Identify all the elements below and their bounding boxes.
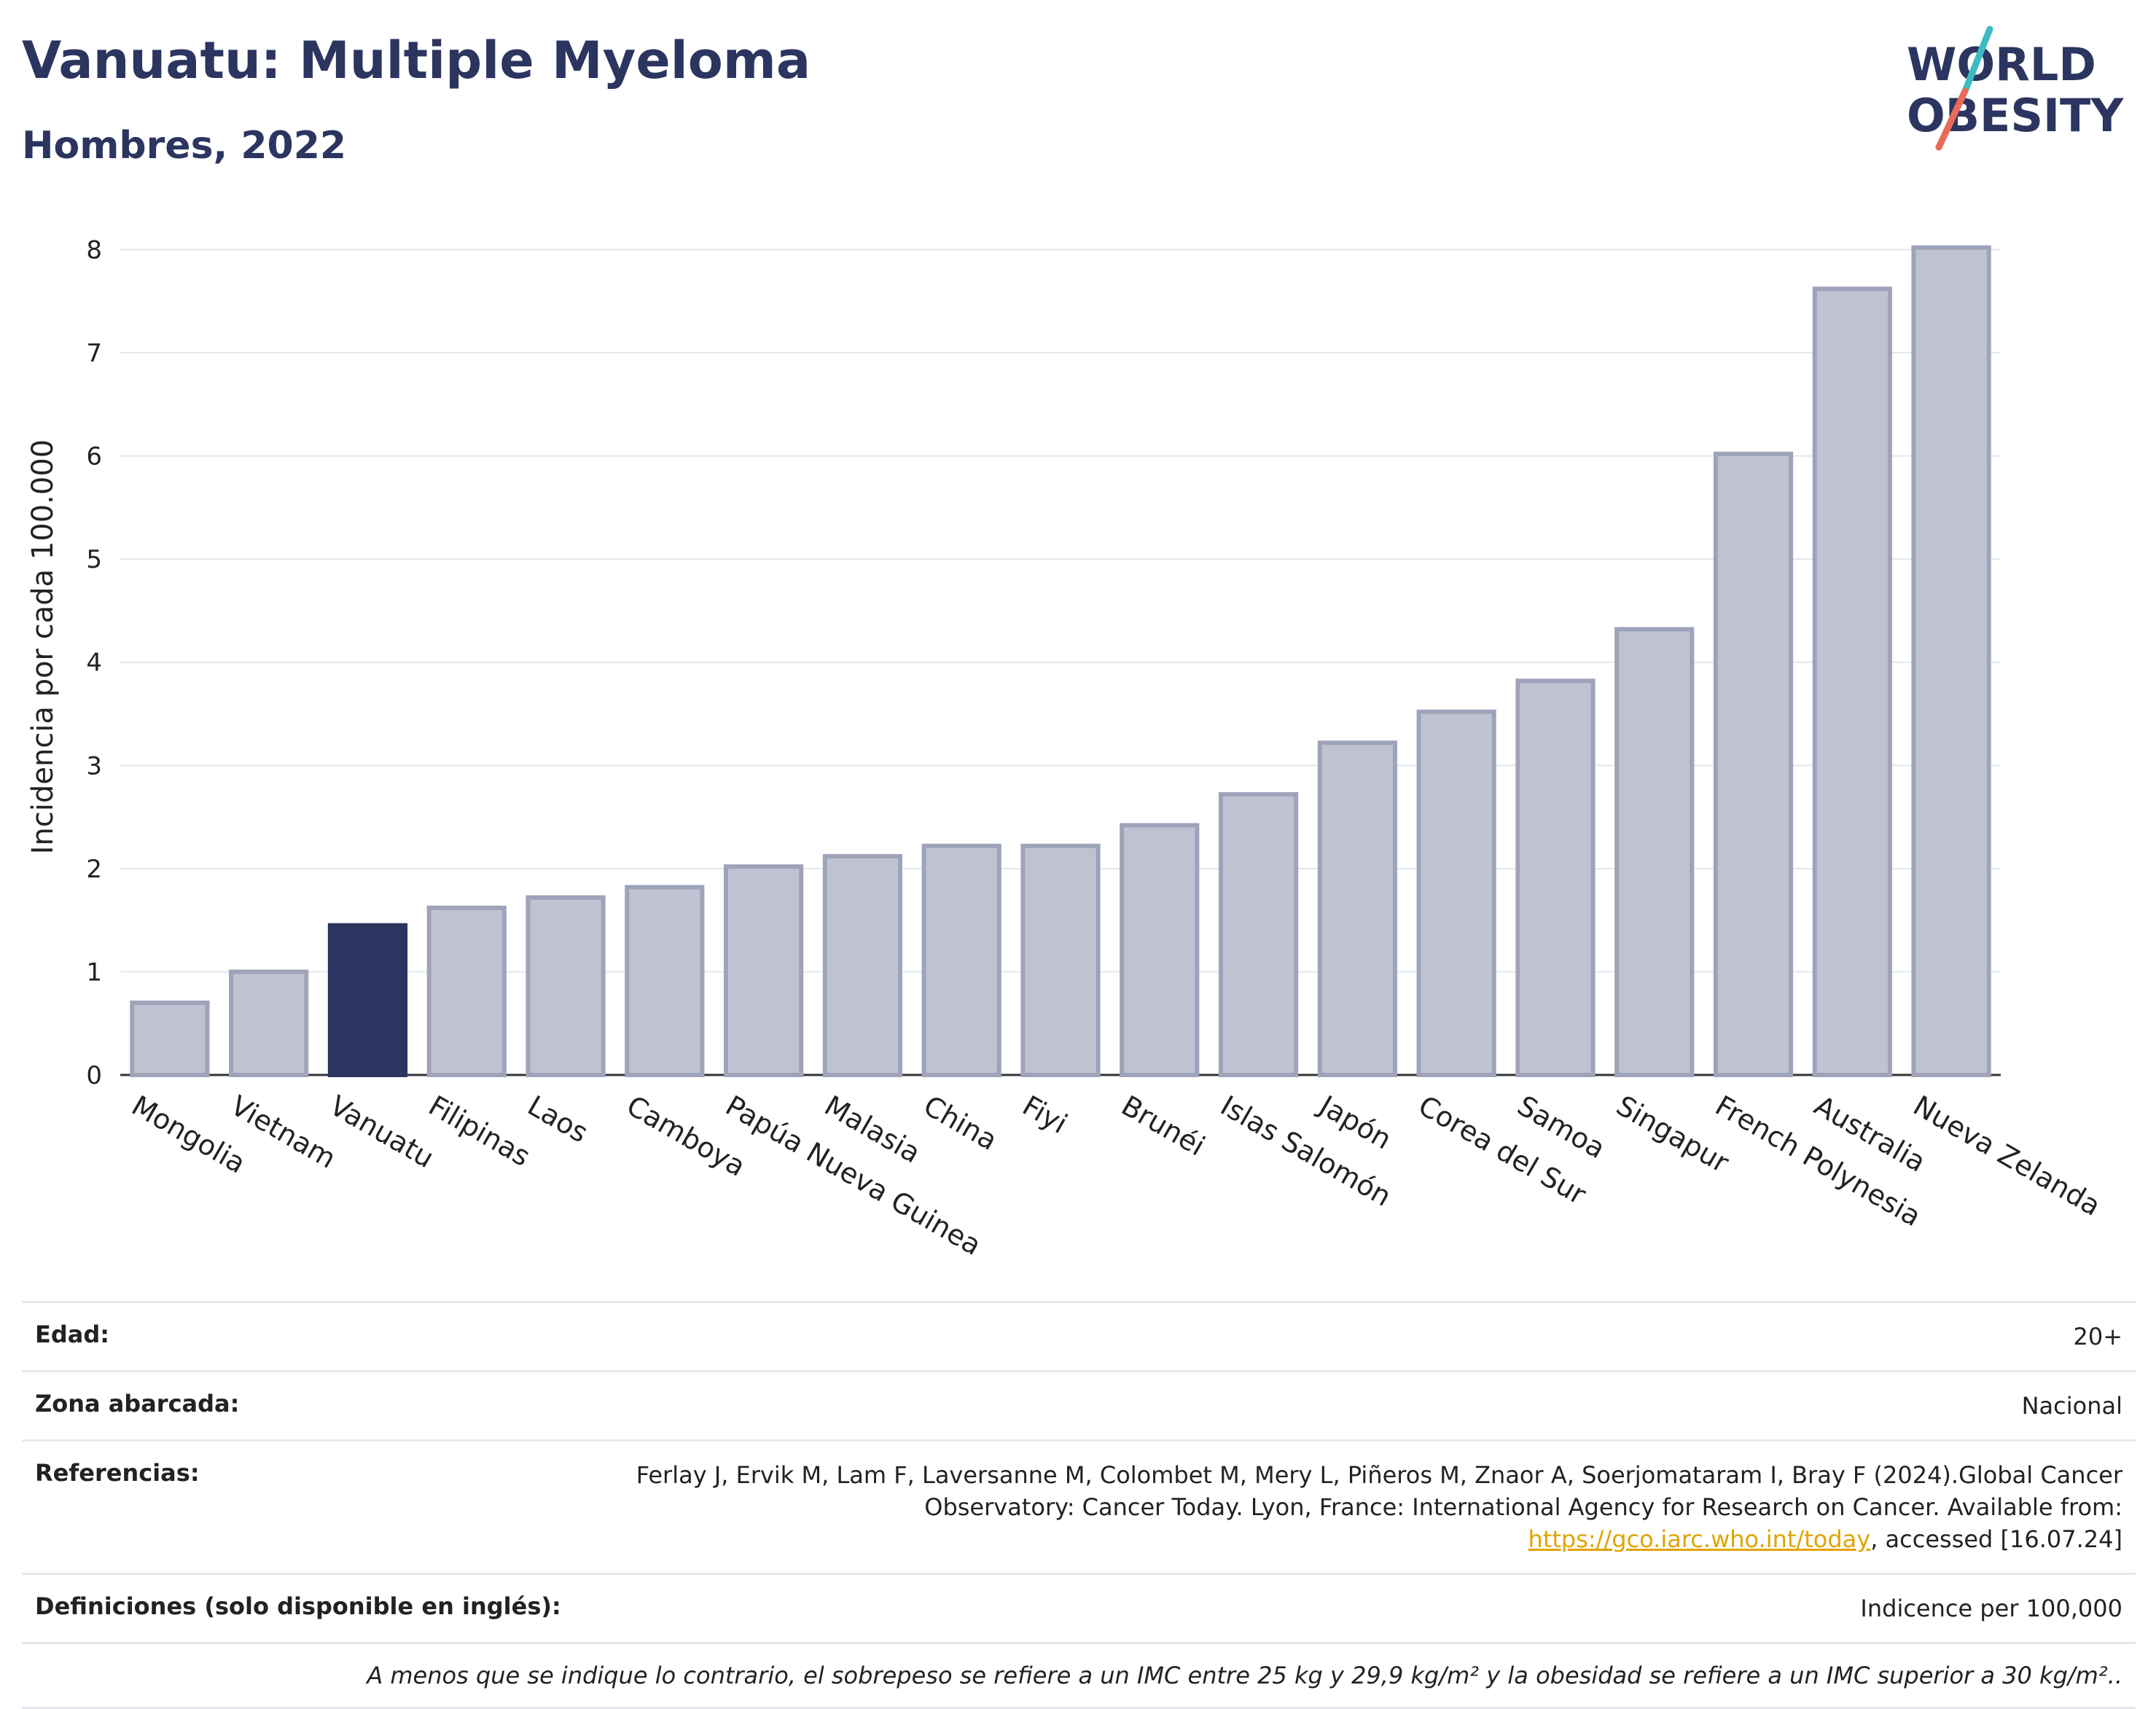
bar-vietnam xyxy=(229,969,309,1077)
meta-age-value: 20+ xyxy=(2073,1323,2122,1350)
x-tick-label: Laos xyxy=(523,1090,594,1149)
bar-corea-del-sur xyxy=(1416,709,1496,1078)
page-subtitle: Hombres, 2022 xyxy=(22,124,347,168)
bar-australia xyxy=(1812,286,1892,1078)
bar-filipinas xyxy=(426,905,507,1077)
references-accessed: , accessed [16.07.24] xyxy=(1870,1525,2122,1553)
references-text: Ferlay J, Ervik M, Lam F, Laversanne M, … xyxy=(636,1461,2122,1521)
references-link[interactable]: https://gco.iarc.who.int/today xyxy=(1528,1525,1871,1553)
x-tick-label: Brunéi xyxy=(1116,1090,1210,1162)
y-tick-label: 7 xyxy=(86,339,102,368)
bar-nueva-zelanda xyxy=(1911,245,1991,1077)
x-tick-label: Islas Salomón xyxy=(1215,1090,1397,1213)
bar-laos xyxy=(526,895,606,1077)
logo-line1: WORLD xyxy=(1907,38,2096,91)
bar-china xyxy=(921,843,1001,1077)
bar-mongolia xyxy=(130,1000,210,1077)
meta-row-references: Referencias: Ferlay J, Ervik M, Lam F, L… xyxy=(22,1439,2136,1573)
logo-slash-red xyxy=(1935,87,1969,151)
bar-camboya xyxy=(625,885,705,1077)
meta-definitions-value: Indicence per 100,000 xyxy=(1860,1595,2122,1622)
bar-malasia xyxy=(822,853,903,1077)
world-obesity-logo: WORLD OBESITY xyxy=(1907,26,2124,151)
y-tick-label: 8 xyxy=(86,235,102,265)
bar-islas-salomón xyxy=(1218,791,1299,1078)
page-title: Vanuatu: Multiple Myeloma xyxy=(22,31,811,90)
x-tick-label: China xyxy=(918,1090,1003,1157)
y-tick-label: 5 xyxy=(86,545,102,574)
meta-row-definitions: Definiciones (solo disponible en inglés)… xyxy=(22,1573,2136,1642)
x-tick-label: Corea del Sur xyxy=(1413,1090,1592,1211)
bar-papúa-nueva-guinea xyxy=(724,864,804,1077)
bar-fiyi xyxy=(1020,843,1101,1077)
meta-references-value: Ferlay J, Ervik M, Lam F, Laversanne M, … xyxy=(621,1459,2122,1555)
x-tick-label: Nueva Zelanda xyxy=(1908,1090,2106,1222)
meta-age-key: Edad: xyxy=(35,1321,110,1348)
y-tick-label: 2 xyxy=(86,855,102,884)
y-axis-label: Incidencia por cada 100.000 xyxy=(26,439,60,855)
logo-slash-teal xyxy=(1961,26,1993,95)
x-tick-label: Vanuatu xyxy=(324,1090,440,1174)
x-tick-label: Filipinas xyxy=(423,1090,536,1173)
x-tick-label: Singapur xyxy=(1611,1090,1735,1179)
bar-chart: 0 1 2 3 4 5 6 7 8 Incidencia por cada 100.000 Mong… xyxy=(26,235,2106,1262)
meta-definitions-key: Definiciones (solo disponible en inglés)… xyxy=(35,1592,561,1620)
meta-references-key: Referencias: xyxy=(35,1459,200,1487)
bar-singapur xyxy=(1614,627,1695,1077)
meta-area-value: Nacional xyxy=(2021,1392,2122,1420)
y-tick-label: 0 xyxy=(86,1061,102,1090)
bar-samoa xyxy=(1515,678,1595,1077)
metadata-table: Edad: 20+ Zona abarcada: Nacional Refere… xyxy=(22,1301,2136,1709)
x-tick-label: Fiyi xyxy=(1018,1090,1073,1140)
y-tick-label: 4 xyxy=(86,649,102,678)
meta-note: A menos que se indique lo contrario, el … xyxy=(22,1642,2136,1709)
x-tick-label: Mongolia xyxy=(126,1090,251,1180)
y-tick-label: 1 xyxy=(86,958,102,987)
y-tick-label: 3 xyxy=(86,751,102,781)
bar-japón xyxy=(1317,740,1397,1077)
meta-row-area: Zona abarcada: Nacional xyxy=(22,1370,2136,1439)
meta-row-age: Edad: 20+ xyxy=(22,1301,2136,1370)
bar-vanuatu xyxy=(327,923,408,1077)
bar-brunéi xyxy=(1120,823,1200,1078)
y-tick-label: 6 xyxy=(86,442,102,472)
meta-area-key: Zona abarcada: xyxy=(35,1390,240,1417)
bar-french-polynesia xyxy=(1713,451,1794,1077)
